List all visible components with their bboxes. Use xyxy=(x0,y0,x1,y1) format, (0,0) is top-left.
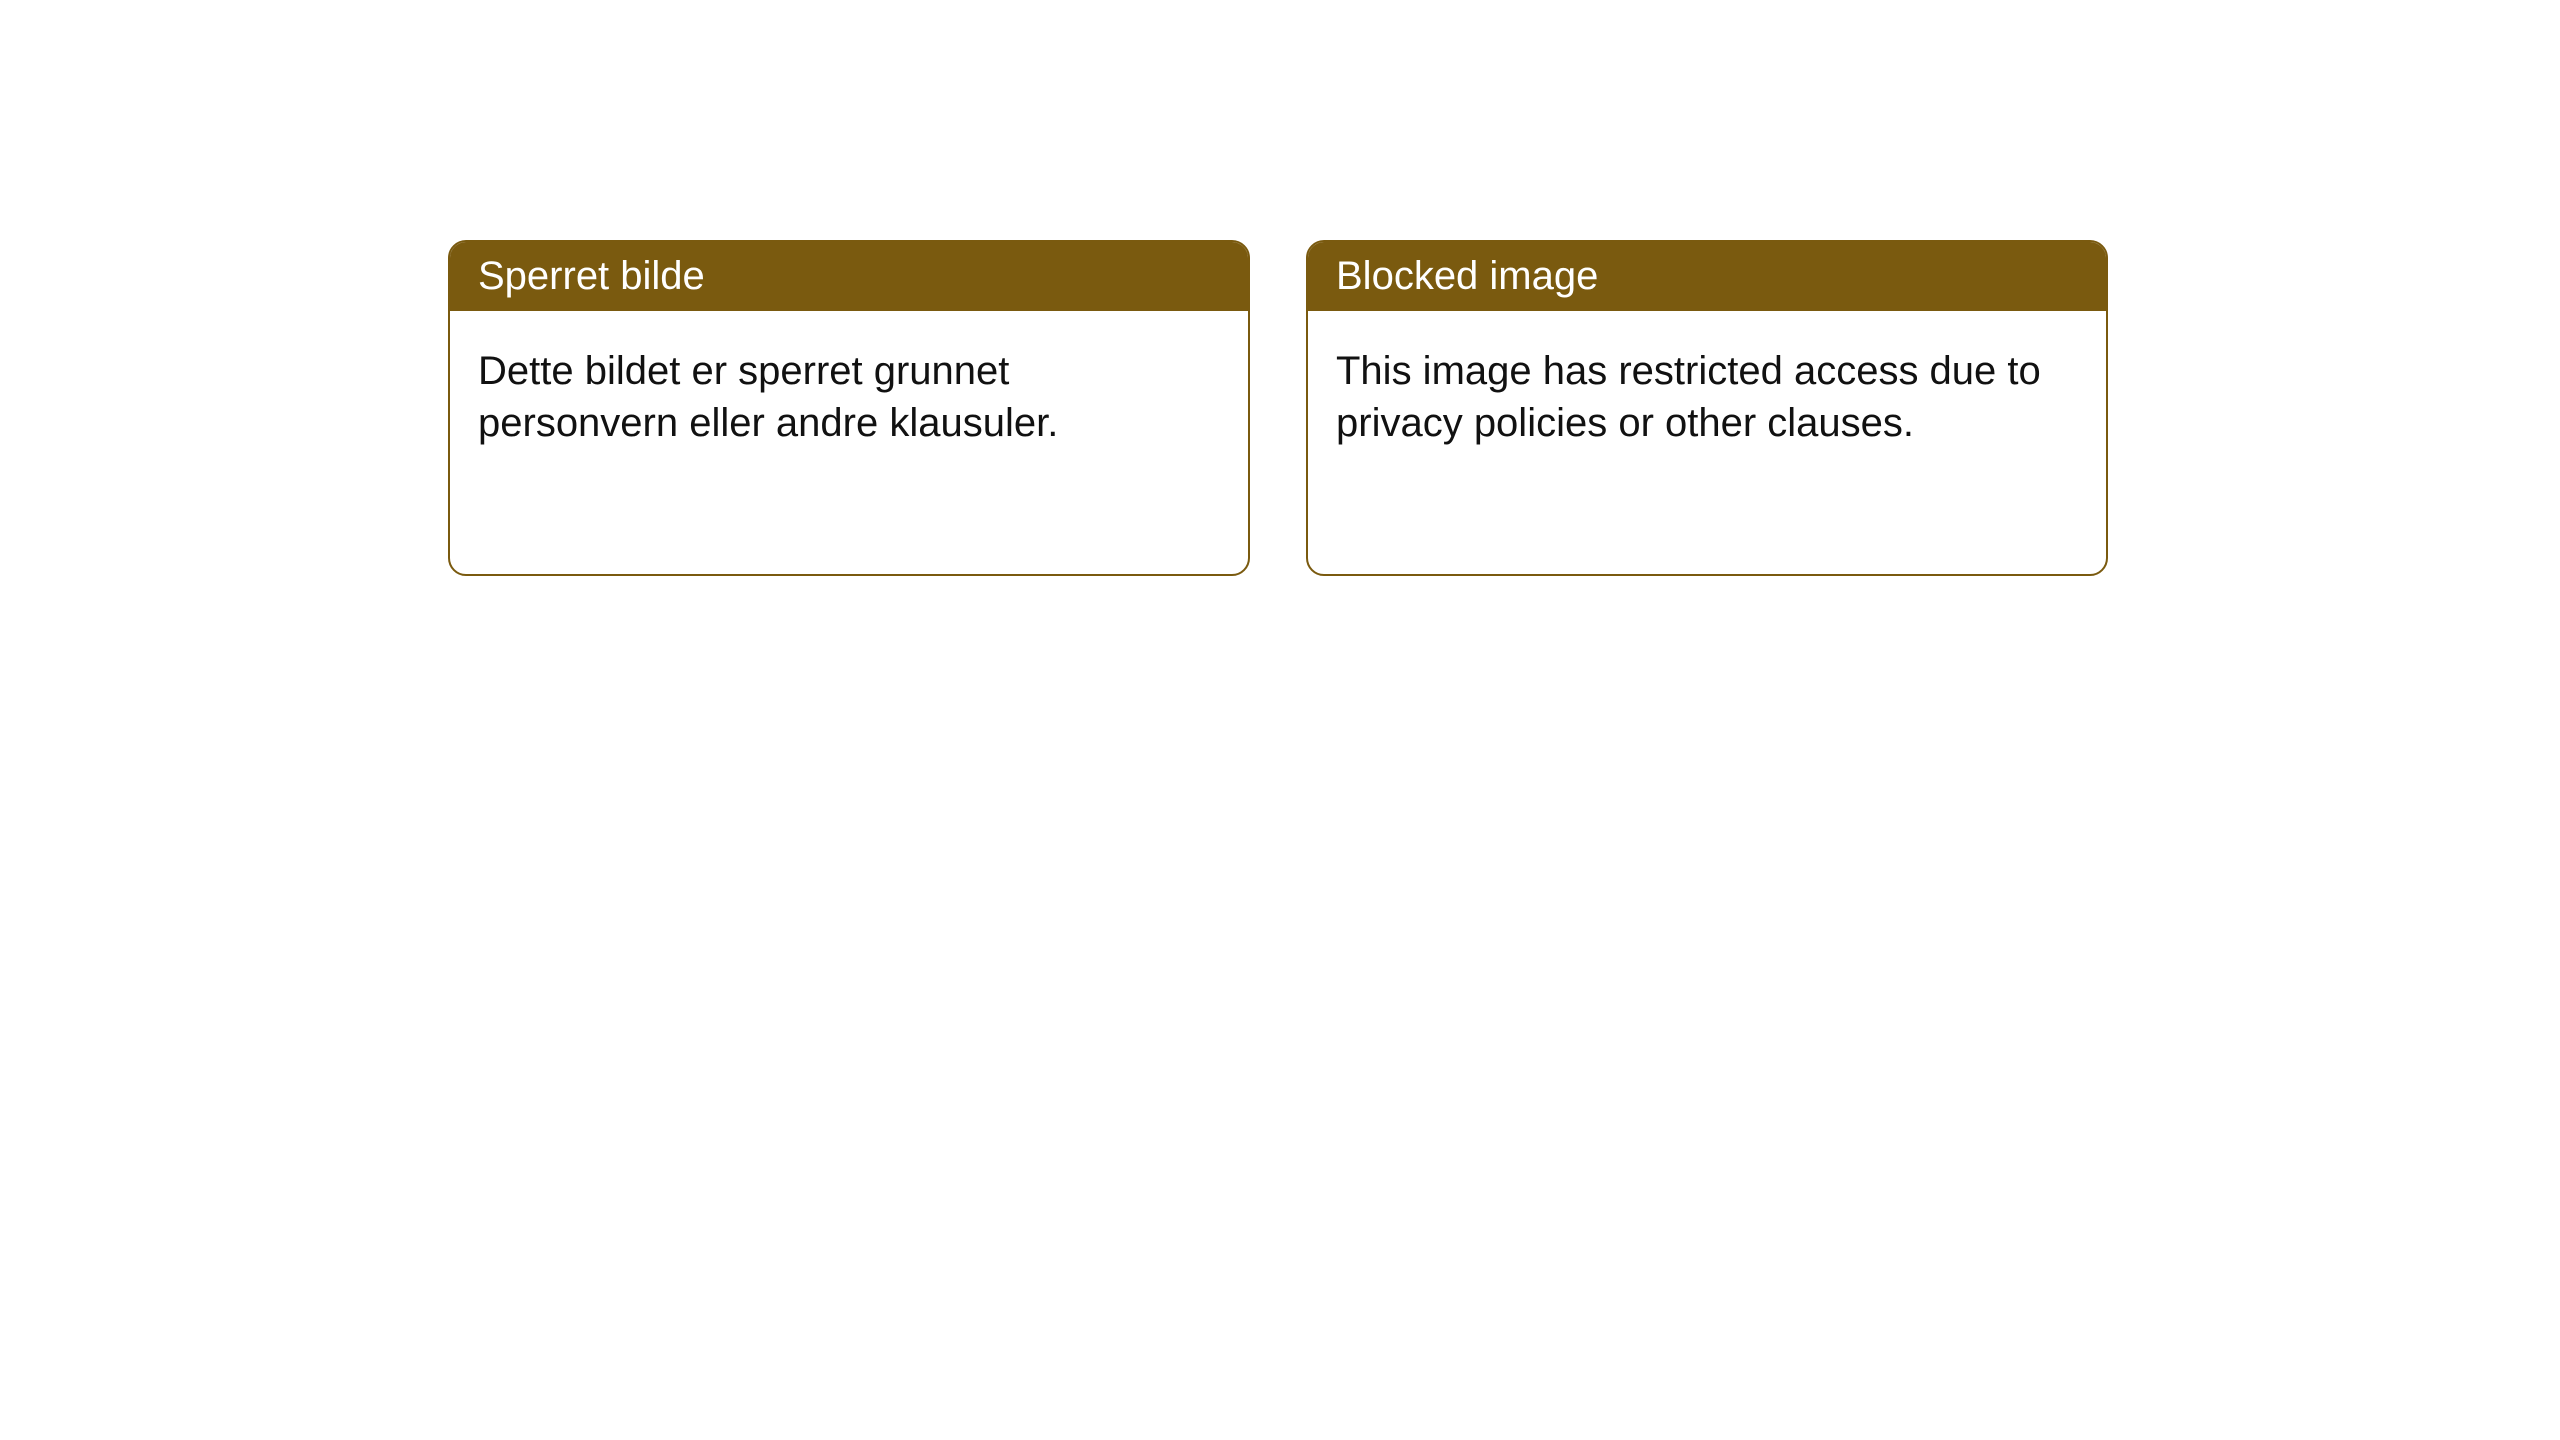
card-title: Blocked image xyxy=(1308,242,2106,311)
card-body: Dette bildet er sperret grunnet personve… xyxy=(450,311,1248,483)
card-title: Sperret bilde xyxy=(450,242,1248,311)
notice-card-norwegian: Sperret bilde Dette bildet er sperret gr… xyxy=(448,240,1250,576)
notice-card-english: Blocked image This image has restricted … xyxy=(1306,240,2108,576)
notice-cards-row: Sperret bilde Dette bildet er sperret gr… xyxy=(448,240,2108,576)
card-body: This image has restricted access due to … xyxy=(1308,311,2106,483)
